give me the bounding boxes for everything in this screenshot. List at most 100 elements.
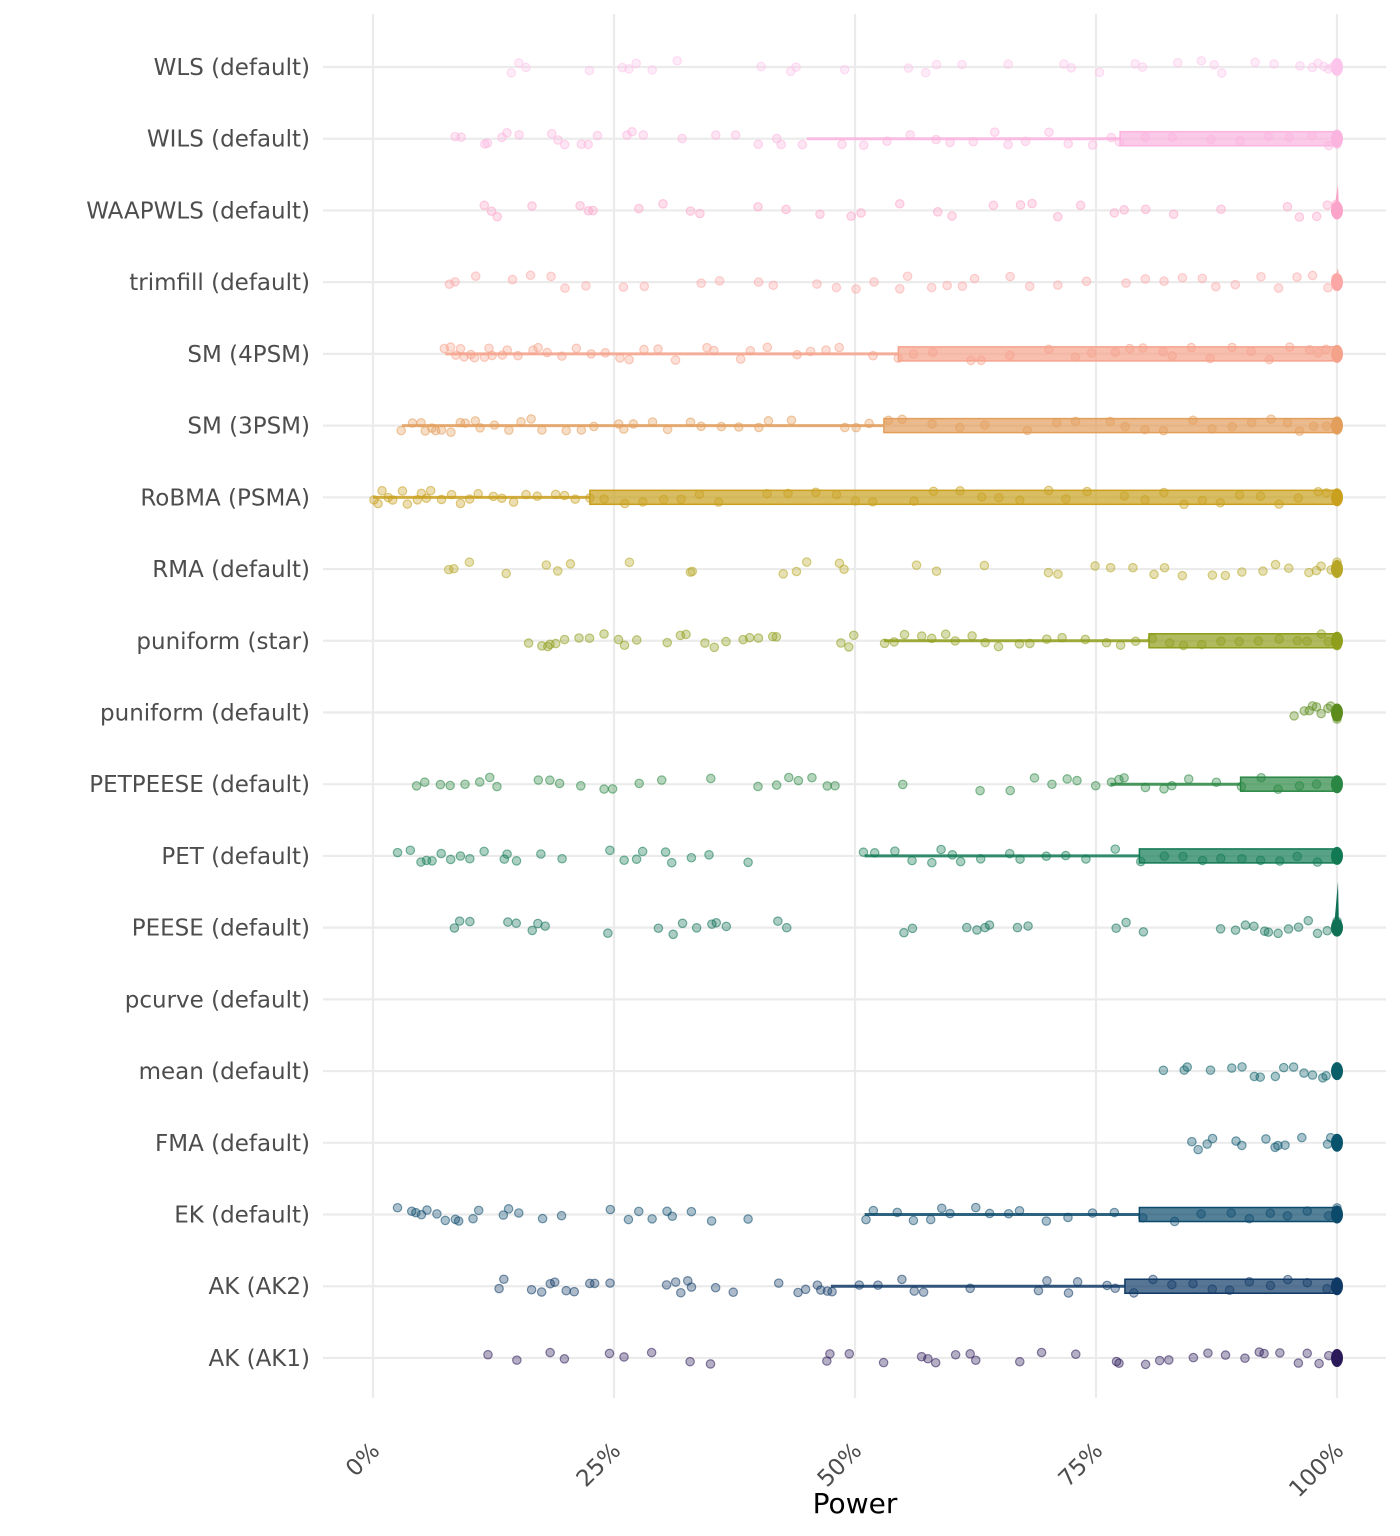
data-point — [1023, 921, 1033, 931]
data-point — [1256, 772, 1267, 783]
data-point — [778, 569, 789, 579]
data-point — [483, 1349, 493, 1360]
data-point — [911, 560, 922, 570]
data-point — [1140, 132, 1151, 143]
data-point — [1053, 569, 1063, 579]
data-point — [1129, 1288, 1139, 1298]
data-point — [1121, 278, 1131, 288]
data-point — [506, 68, 517, 78]
data-point — [1020, 136, 1031, 147]
data-point — [411, 1207, 421, 1218]
data-point — [639, 344, 649, 355]
data-point — [899, 927, 909, 938]
data-point — [1110, 347, 1121, 358]
data-point — [516, 417, 526, 427]
data-point — [1140, 424, 1150, 435]
data-point — [550, 489, 561, 500]
data-point — [588, 205, 598, 216]
data-point — [1283, 563, 1294, 574]
data-point — [624, 354, 634, 365]
data-point — [909, 1286, 920, 1296]
data-point — [1217, 68, 1227, 78]
data-point — [1207, 1133, 1218, 1144]
data-point — [955, 856, 966, 867]
data-point — [455, 498, 466, 509]
data-point — [1246, 417, 1257, 428]
data-point — [486, 206, 497, 217]
data-point — [1302, 1206, 1313, 1216]
data-point — [411, 781, 422, 791]
data-point — [844, 1349, 855, 1359]
data-point — [873, 1280, 883, 1291]
data-point — [1230, 279, 1241, 290]
data-point — [549, 1277, 560, 1287]
data-point — [1273, 1140, 1283, 1151]
data-point — [1294, 212, 1305, 222]
data-point — [940, 629, 951, 640]
data-point — [1119, 491, 1130, 501]
x-tick-label: 0% — [341, 1438, 385, 1482]
data-point — [1224, 1285, 1235, 1296]
data-point — [1197, 273, 1208, 284]
data-point — [1311, 211, 1322, 222]
data-point — [793, 775, 804, 786]
data-point — [1210, 281, 1221, 292]
data-point — [868, 1205, 879, 1216]
data-point — [1138, 343, 1148, 353]
data-point — [1149, 569, 1159, 580]
data-point — [812, 279, 822, 289]
data-point — [436, 848, 446, 859]
data-point — [1063, 1288, 1074, 1298]
data-point — [436, 494, 447, 505]
data-point — [599, 784, 609, 794]
data-point — [1140, 1359, 1151, 1370]
data-point — [492, 211, 503, 222]
data-point — [899, 629, 910, 640]
data-point — [392, 1202, 403, 1213]
data-point — [1075, 200, 1086, 211]
data-point — [1033, 1285, 1044, 1296]
data-point — [858, 140, 869, 151]
data-point — [619, 1352, 629, 1362]
data-point — [1159, 276, 1169, 287]
data-point — [1140, 274, 1151, 284]
data-point — [1090, 561, 1100, 571]
data-point — [565, 559, 576, 569]
data-point — [681, 629, 691, 640]
data-point — [800, 1284, 811, 1295]
data-point — [1216, 636, 1226, 647]
data-point — [589, 421, 599, 432]
data-point — [542, 347, 552, 358]
data-point — [1274, 499, 1284, 509]
data-point — [1324, 1350, 1334, 1361]
data-point — [560, 283, 570, 293]
data-point — [1183, 774, 1194, 784]
data-point — [677, 918, 688, 929]
data-point — [851, 284, 861, 294]
y-tick-label: mean (default) — [139, 1059, 310, 1085]
data-point — [460, 418, 471, 428]
data-point — [815, 209, 825, 220]
data-point — [1284, 342, 1295, 352]
data-point — [419, 777, 430, 788]
data-point — [762, 342, 773, 353]
data-point — [1072, 775, 1082, 786]
data-point — [589, 1278, 600, 1289]
density-spike — [1334, 184, 1339, 211]
data-point — [975, 854, 986, 864]
data-point — [965, 1349, 975, 1359]
series-group — [506, 55, 1343, 78]
data-point — [561, 1285, 571, 1296]
data-point — [1304, 344, 1315, 355]
data-point — [556, 1210, 567, 1221]
data-point — [1261, 1134, 1271, 1144]
data-point — [540, 921, 550, 931]
data-point — [972, 925, 982, 935]
data-point — [528, 345, 538, 356]
data-point — [1282, 418, 1293, 428]
data-point — [932, 207, 943, 217]
data-point — [1293, 922, 1304, 932]
data-point — [637, 846, 648, 857]
y-tick-label: puniform (default) — [100, 700, 310, 726]
data-point — [1325, 701, 1336, 711]
